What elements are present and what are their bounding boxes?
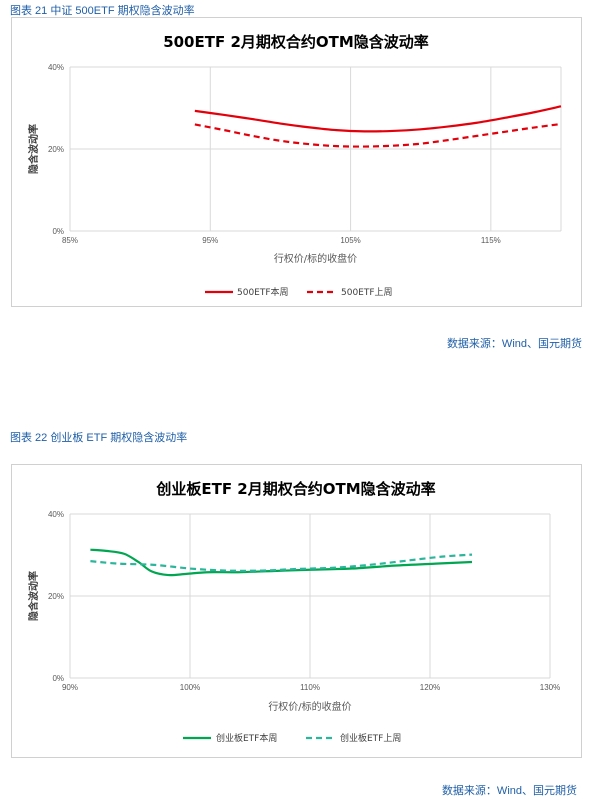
x-axis-label: 行权价/标的收盘价 [268, 700, 351, 713]
x-tick-label: 120% [420, 683, 440, 692]
series-line [194, 122, 562, 148]
y-tick-label: 20% [48, 145, 64, 154]
x-tick-label: 95% [202, 236, 218, 245]
figure-caption: 图表 21 中证 500ETF 期权隐含波动率 [10, 5, 195, 17]
chart-title: 创业板ETF 2月期权合约OTM隐含波动率 [155, 480, 435, 498]
y-tick-label: 40% [48, 510, 64, 519]
y-tick-label: 0% [52, 674, 64, 683]
series-line [90, 548, 473, 577]
chart-title: 500ETF 2月期权合约OTM隐含波动率 [163, 33, 429, 51]
y-tick-label: 20% [48, 592, 64, 601]
line-chart: 创业板ETF 2月期权合约OTM隐含波动率 0% 20% 40% 90% 100% 110%… [27, 480, 560, 744]
legend-label: 500ETF上周 [341, 287, 393, 298]
chart-frame [11, 464, 582, 758]
line-chart: 500ETF 2月期权合约OTM隐含波动率 0% 20% 40% 85% 95% 105% 1… [27, 33, 562, 298]
y-tick-label: 40% [48, 63, 64, 72]
chart-frame [11, 17, 582, 307]
legend-label: 创业板ETF本周 [216, 732, 277, 744]
legend-label: 创业板ETF上周 [340, 732, 401, 744]
y-axis-label: 隐含波动率 [27, 571, 40, 621]
y-tick-label: 0% [52, 227, 64, 236]
x-axis-label: 行权价/标的收盘价 [274, 252, 357, 265]
x-tick-label: 130% [540, 683, 560, 692]
y-axis-label: 隐含波动率 [27, 124, 40, 174]
series-line [194, 105, 562, 133]
x-tick-label: 85% [62, 236, 78, 245]
x-tick-label: 100% [180, 683, 200, 692]
x-tick-label: 115% [481, 236, 501, 245]
x-tick-label: 90% [62, 683, 78, 692]
data-source: 数据来源：Wind、国元期货 [441, 785, 577, 797]
series-line [90, 553, 473, 572]
x-tick-label: 105% [340, 236, 360, 245]
figure-caption: 图表 22 创业板 ETF 期权隐含波动率 [10, 432, 188, 444]
x-tick-label: 110% [300, 683, 320, 692]
data-source: 数据来源：Wind、国元期货 [446, 338, 582, 350]
legend-label: 500ETF本周 [237, 286, 289, 298]
